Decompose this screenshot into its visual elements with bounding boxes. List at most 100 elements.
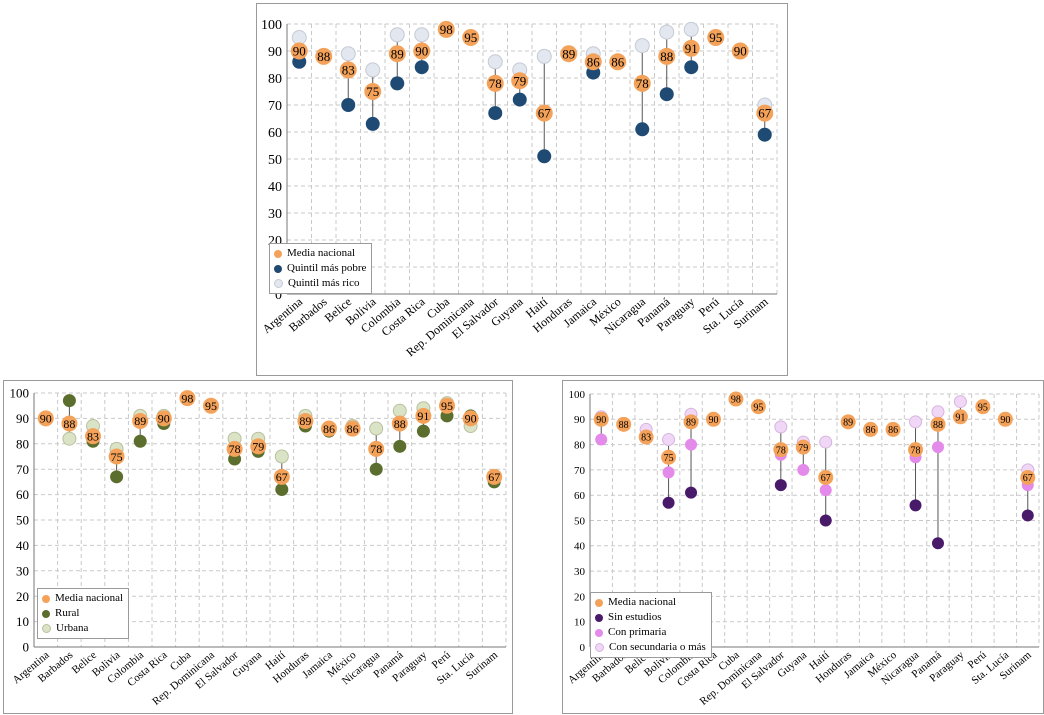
point-media: [593, 411, 609, 427]
y-tick-label: 50: [268, 153, 282, 168]
y-tick-label: 100: [10, 386, 30, 401]
data-label-media: 98: [440, 22, 453, 37]
data-label-media: 98: [731, 395, 741, 406]
y-tick-label: 100: [569, 389, 586, 401]
point-media: [616, 416, 632, 432]
data-label-media: 83: [87, 429, 99, 443]
point-rico: [291, 30, 307, 45]
data-label-media: 67: [538, 106, 552, 121]
data-label-media: 86: [323, 422, 335, 436]
point-primaria: [662, 466, 675, 479]
data-label-media: 90: [1000, 415, 1010, 426]
point-rico: [389, 27, 405, 43]
point-media: [462, 410, 479, 427]
point-secundaria: [953, 395, 967, 409]
point-sin: [662, 496, 675, 509]
point-media: [535, 104, 553, 122]
point-pobre: [414, 60, 429, 75]
data-label-media: 90: [158, 412, 170, 426]
point-media: [560, 45, 578, 63]
y-tick-label: 80: [574, 439, 586, 451]
legend-swatch-pobre: [274, 264, 282, 273]
data-label-media: 83: [641, 433, 651, 444]
chart-quintil: 0102030405060708090100ArgentinaBarbadosB…: [256, 3, 788, 376]
y-tick-label: 50: [574, 515, 586, 527]
chart-area-svg: 0102030405060708090100ArgentinaBarbadosB…: [10, 386, 507, 708]
legend-item-media: Media nacional: [274, 246, 366, 261]
point-media: [661, 449, 677, 465]
point-media: [756, 104, 774, 122]
point-media: [391, 415, 408, 432]
y-tick-label: 40: [268, 180, 282, 195]
point-pobre: [488, 106, 503, 121]
y-tick-label: 70: [574, 465, 586, 477]
point-media: [108, 448, 125, 465]
data-label-media: 86: [587, 54, 601, 69]
chart-educacion: 0 10 20 30 40 50 60 70 80 90 100 Argentina Barbados B…: [562, 380, 1044, 714]
point-pobre: [341, 98, 356, 112]
point-media: [885, 421, 901, 437]
point-media: [511, 72, 529, 90]
point-urbana: [392, 403, 407, 418]
legend-label-primaria: Con primaria: [608, 626, 667, 638]
y-tick-label: 0: [580, 642, 586, 654]
point-sin: [685, 486, 698, 499]
point-media: [486, 468, 503, 485]
point-primaria: [819, 484, 832, 497]
legend-label-secundaria: Con secundaria o más: [609, 641, 706, 653]
point-media: [321, 420, 337, 437]
point-media: [908, 442, 924, 458]
point-urbana: [62, 431, 77, 446]
chart-area: 0 10 20 30 40 50 60 70 80 90 100 Argentina Barbados B…: [3, 380, 513, 714]
point-rural: [133, 434, 147, 448]
data-label-media: 90: [734, 44, 747, 59]
point-primaria: [685, 438, 698, 451]
point-secundaria: [819, 435, 833, 449]
point-pobre: [390, 76, 405, 91]
data-label-media: 86: [347, 422, 359, 436]
point-secundaria: [662, 433, 676, 447]
point-rico: [487, 54, 503, 70]
data-label-media: 90: [40, 412, 52, 426]
point-pobre: [757, 127, 772, 142]
point-rico: [536, 48, 552, 64]
point-rural: [110, 470, 124, 484]
point-pobre: [684, 60, 699, 75]
data-label-media: 79: [798, 443, 808, 454]
point-media: [179, 390, 196, 407]
legend-label-media: Media nacional: [608, 596, 677, 608]
legend-label-media: Media nacional: [55, 592, 124, 604]
point-pobre: [365, 116, 380, 131]
point-media: [203, 397, 219, 414]
point-media: [132, 412, 149, 429]
legend-label-pobre: Quintil más pobre: [287, 262, 367, 274]
y-tick-label: 100: [261, 18, 282, 33]
point-media: [413, 42, 431, 60]
y-tick-label: 60: [574, 490, 586, 502]
data-label-media: 88: [394, 417, 406, 431]
data-label-media: 75: [366, 84, 379, 99]
legend-label-urbana: Urbana: [56, 622, 89, 634]
point-primaria: [797, 463, 810, 476]
point-media: [344, 420, 361, 437]
legend-item-sin: Sin estudios: [595, 610, 706, 625]
data-label-media: 67: [758, 106, 772, 121]
point-media: [37, 410, 54, 427]
y-tick-label: 60: [268, 126, 282, 141]
chart-quintil-svg: 0102030405060708090100ArgentinaBarbadosB…: [260, 18, 778, 359]
data-label-media: 86: [866, 425, 876, 436]
data-label-media: 75: [111, 450, 123, 464]
legend-swatch-media: [274, 249, 282, 258]
point-media: [705, 411, 721, 427]
y-tick-label: 70: [16, 462, 29, 477]
point-rural: [393, 439, 407, 453]
point-media: [155, 410, 172, 427]
point-media: [731, 42, 749, 60]
y-tick-label: 40: [574, 541, 586, 553]
data-label-media: 75: [664, 453, 674, 464]
point-media: [840, 414, 856, 430]
point-media: [315, 47, 333, 65]
data-label-media: 95: [464, 30, 477, 45]
data-label-media: 89: [843, 417, 853, 428]
point-secundaria: [931, 405, 945, 419]
